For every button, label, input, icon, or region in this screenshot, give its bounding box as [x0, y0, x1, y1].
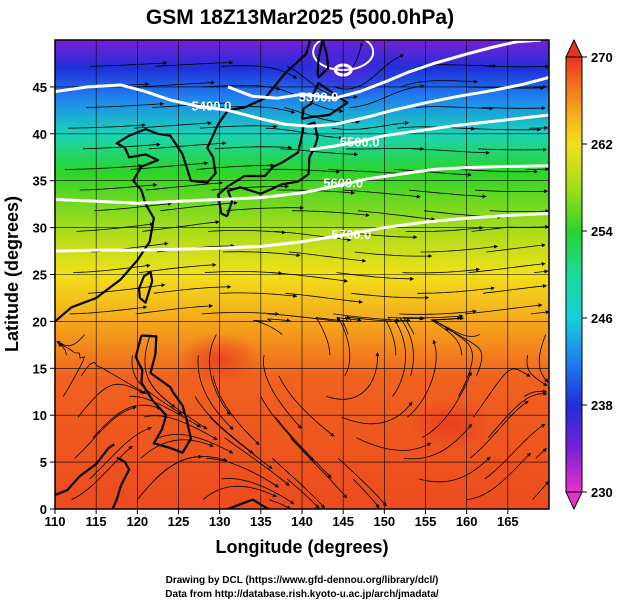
colorbar-gradient — [566, 57, 582, 492]
colorbar: 230 238 246 254 262 270 — [566, 40, 613, 509]
contour-label-2: 5500.0 — [340, 134, 380, 149]
y-tick-label-0: 0 — [40, 502, 47, 517]
y-axis-ticks: 0 5 10 15 20 25 30 35 40 45 — [33, 80, 55, 517]
credit-line-2: Data from http://database.rish.kyoto-u.a… — [165, 589, 439, 600]
warm-spot-1 — [408, 399, 492, 451]
x-tick-label-165: 165 — [497, 514, 519, 529]
x-tick-label-140: 140 — [291, 514, 313, 529]
y-tick-label-30: 30 — [33, 221, 47, 236]
colorbar-tick-label-246: 246 — [591, 311, 613, 326]
contour-label-4: 5700.0 — [332, 227, 372, 242]
y-tick-label-45: 45 — [33, 80, 47, 95]
x-tick-label-160: 160 — [456, 514, 478, 529]
colorbar-tick-label-238: 238 — [591, 398, 613, 413]
colorbar-tick-label-254: 254 — [591, 224, 613, 239]
y-tick-label-10: 10 — [33, 408, 47, 423]
x-tick-label-110: 110 — [45, 514, 66, 529]
y-tick-label-35: 35 — [33, 174, 47, 189]
colorbar-tick-label-230: 230 — [591, 485, 613, 500]
colorbar-min-arrow — [566, 492, 582, 509]
y-axis-label: Latitude (degrees) — [2, 196, 22, 352]
colorbar-tick-label-262: 262 — [591, 137, 613, 152]
y-tick-label-25: 25 — [33, 268, 47, 283]
x-tick-label-130: 130 — [209, 514, 231, 529]
x-tick-label-155: 155 — [415, 514, 437, 529]
x-tick-label-135: 135 — [250, 514, 272, 529]
x-axis-label: Longitude (degrees) — [215, 537, 388, 557]
x-tick-label-150: 150 — [373, 514, 395, 529]
x-tick-label-115: 115 — [86, 514, 107, 529]
contour-label-1: 5400.0 — [192, 99, 232, 114]
chart-title: GSM 18Z13Mar2025 (500.0hPa) — [146, 6, 454, 29]
contour-label-3: 5600.0 — [323, 176, 363, 191]
x-axis-ticks: 110 115 120 125 130 135 140 145 150 155 160 165 — [45, 509, 519, 529]
contour-label-0: 5300.0 — [299, 89, 339, 104]
colorbar-tick-label-270: 270 — [591, 50, 613, 65]
x-tick-label-145: 145 — [332, 514, 354, 529]
credit-line-1: Drawing by DCL (https://www.gfd-dennou.o… — [166, 575, 439, 586]
x-tick-label-125: 125 — [168, 514, 190, 529]
y-tick-label-40: 40 — [33, 127, 47, 142]
y-tick-label-20: 20 — [33, 314, 47, 329]
colorbar-max-arrow — [566, 40, 582, 57]
y-tick-label-5: 5 — [40, 455, 47, 470]
x-tick-label-120: 120 — [126, 514, 148, 529]
y-tick-label-15: 15 — [33, 361, 47, 376]
